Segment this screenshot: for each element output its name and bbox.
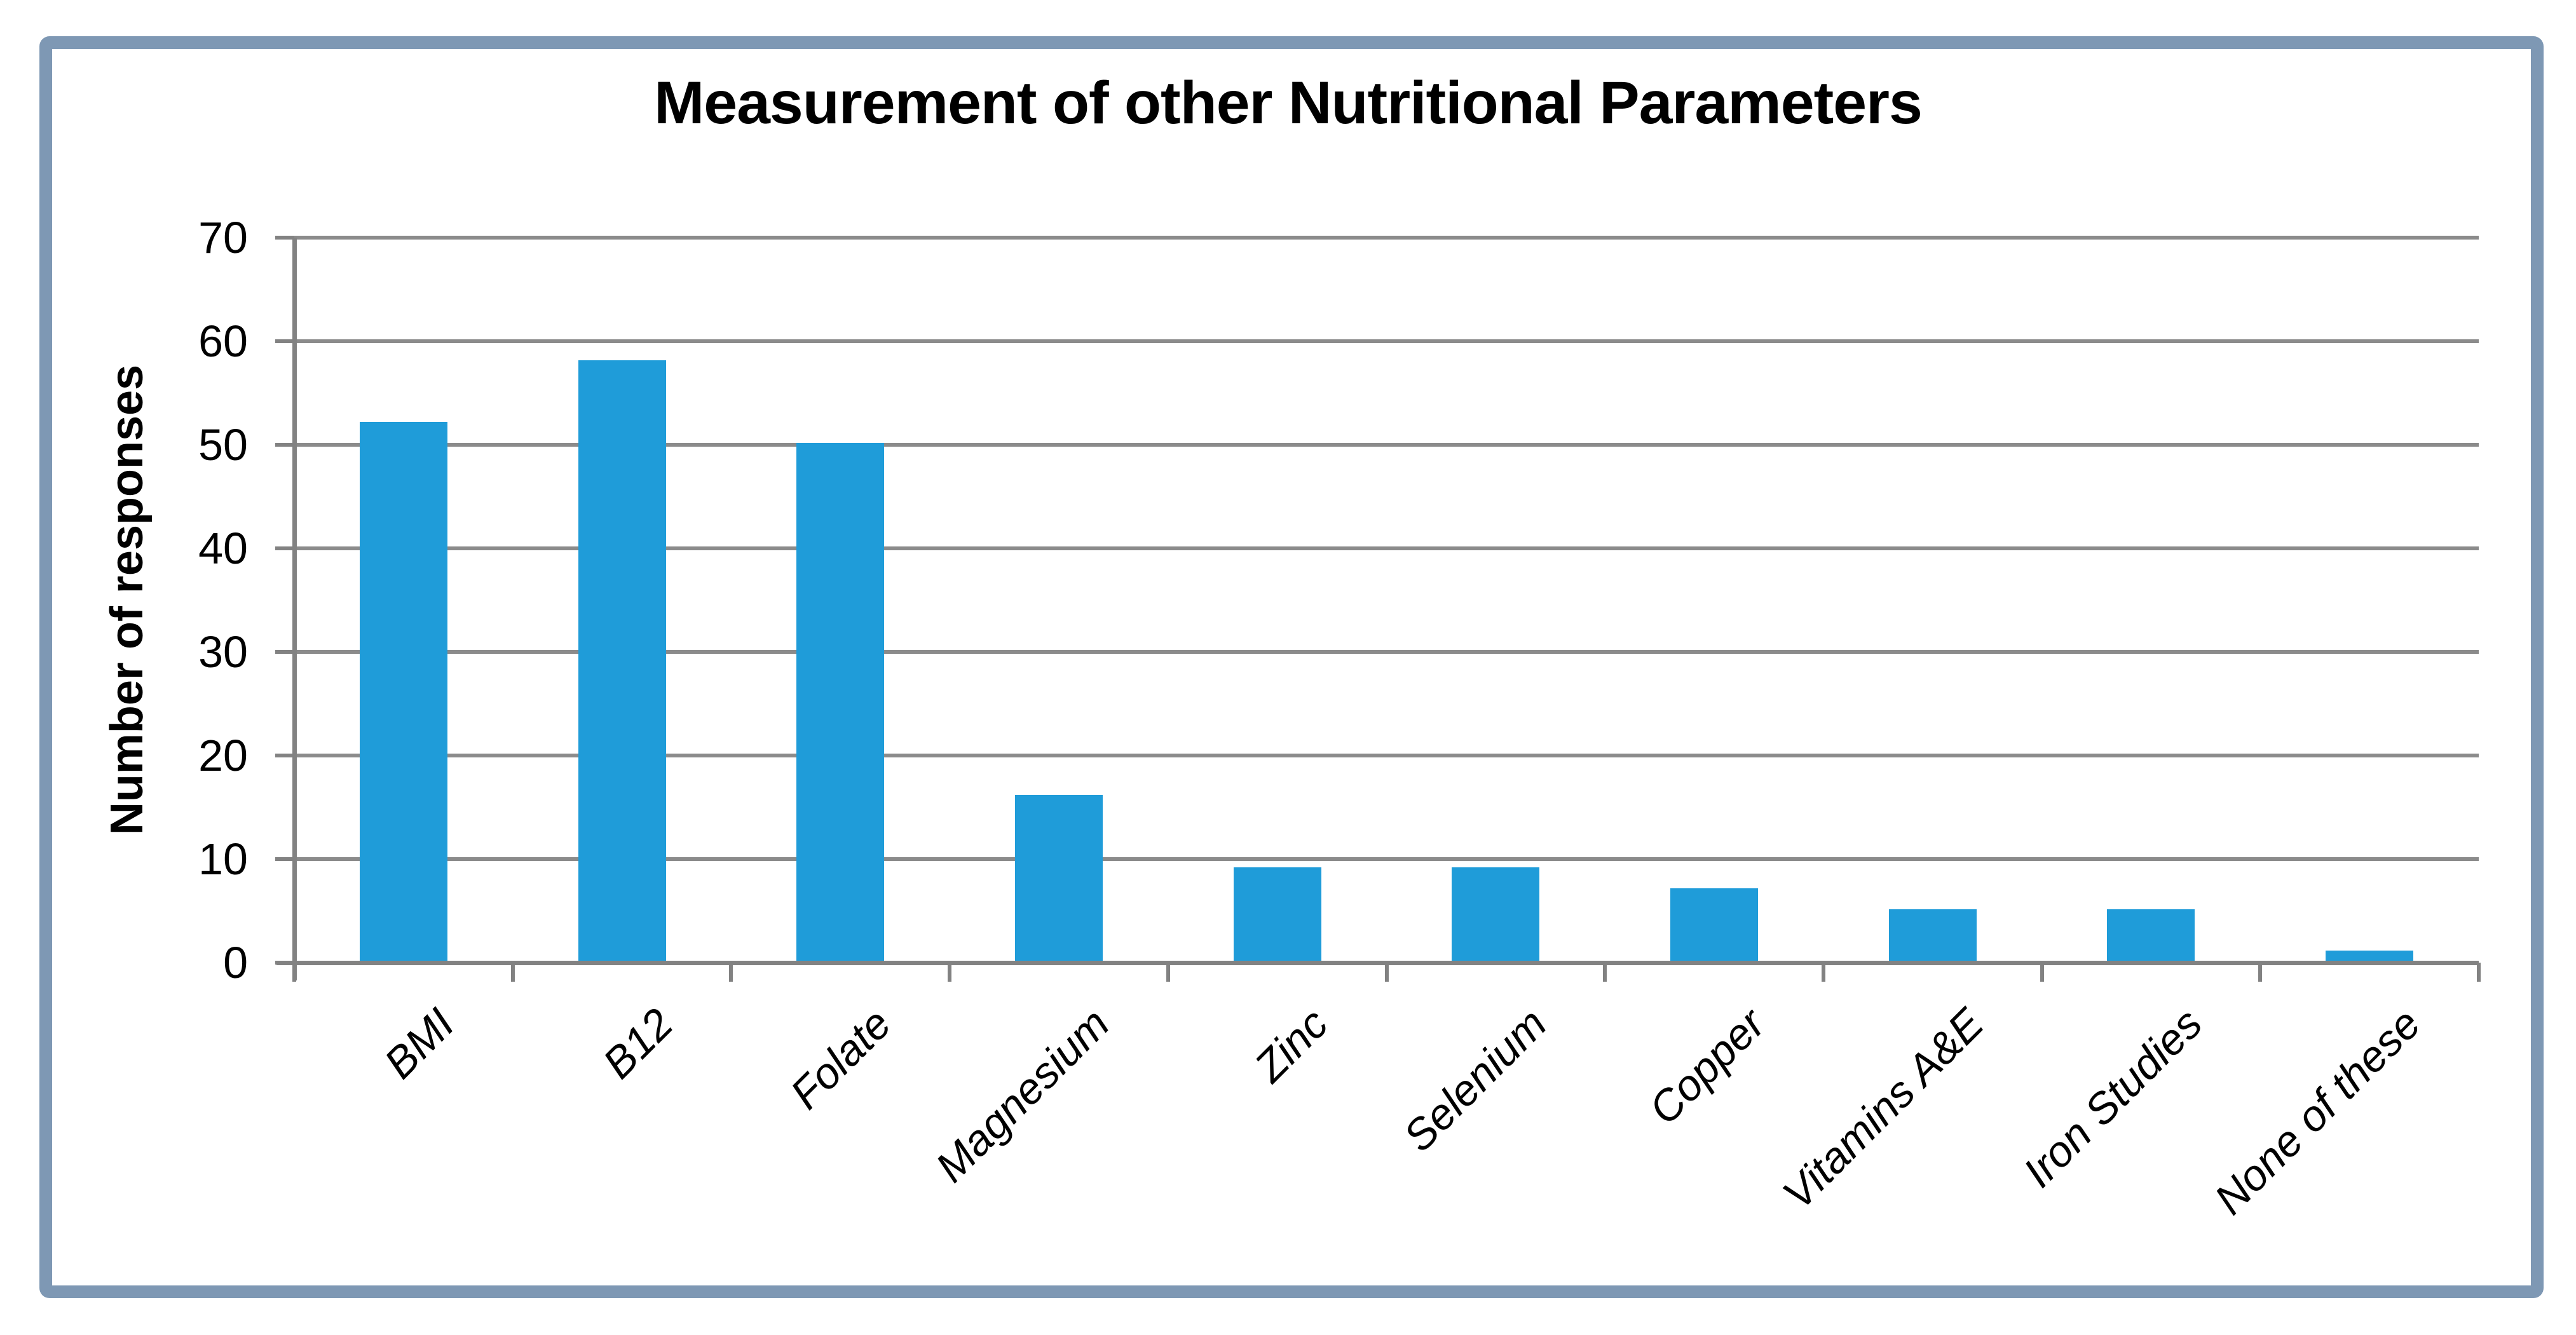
bar-zinc: [1233, 867, 1321, 961]
x-axis-tick: [292, 963, 296, 982]
x-category-label-selenium: Selenium: [1394, 999, 1556, 1161]
bar-vitamins-a-e: [1888, 909, 1977, 961]
y-tick-label: 20: [198, 731, 248, 780]
x-axis-tick: [729, 963, 733, 982]
x-category-label-bmi: BMI: [375, 999, 464, 1088]
y-axis-tick: [275, 857, 294, 861]
x-axis-tick: [1166, 963, 1170, 982]
x-category-label-zinc: Zinc: [1245, 999, 1338, 1092]
y-tick-label: 10: [198, 834, 248, 884]
y-tick-label: 30: [198, 627, 248, 677]
x-axis-tick: [1821, 963, 1825, 982]
x-category-label-none-of-these: None of these: [2205, 999, 2430, 1224]
y-tick-label: 70: [198, 213, 248, 262]
x-category-label-b12: B12: [593, 999, 683, 1088]
x-axis-tick: [2477, 963, 2481, 982]
y-axis-tick: [275, 961, 294, 965]
x-axis-line: [276, 961, 2479, 965]
gridline: [294, 546, 2479, 550]
x-axis-tick: [1384, 963, 1389, 982]
chart-title: Measurement of other Nutritional Paramet…: [654, 69, 1923, 137]
x-axis-tick: [948, 963, 952, 982]
gridline: [294, 236, 2479, 240]
y-tick-label: 60: [198, 316, 248, 366]
bar-selenium: [1452, 867, 1540, 961]
x-axis-tick: [510, 963, 515, 982]
y-axis-tick: [275, 339, 294, 343]
gridline: [294, 857, 2479, 861]
y-axis-line: [292, 238, 297, 980]
bar-b12: [578, 360, 666, 961]
y-tick-label: 50: [198, 420, 248, 470]
x-axis-tick: [1603, 963, 1607, 982]
y-axis-tick: [275, 546, 294, 550]
x-axis-tick: [2040, 963, 2044, 982]
y-axis-tick: [275, 236, 294, 240]
gridline: [294, 443, 2479, 447]
y-tick-label: 40: [198, 524, 248, 573]
gridline: [294, 650, 2479, 654]
y-tick-label: 0: [223, 938, 248, 987]
x-category-label-copper: Copper: [1640, 999, 1775, 1134]
bar-copper: [1670, 888, 1759, 961]
x-category-label-folate: Folate: [781, 999, 901, 1119]
gridline: [294, 339, 2479, 343]
y-axis-tick: [275, 443, 294, 447]
bar-iron-studies: [2107, 909, 2195, 961]
chart-frame-border: [39, 36, 2544, 1298]
x-category-label-iron-studies: Iron Studies: [2014, 999, 2211, 1197]
bar-folate: [796, 443, 885, 961]
x-axis-tick: [2258, 963, 2263, 982]
bar-magnesium: [1014, 795, 1103, 961]
bar-none-of-these: [2326, 950, 2414, 961]
x-category-label-magnesium: Magnesium: [927, 999, 1119, 1191]
gridline: [294, 754, 2479, 757]
y-axis-tick: [275, 754, 294, 757]
x-category-label-vitamins-a-e: Vitamins A&E: [1773, 999, 1993, 1219]
y-axis-tick: [275, 650, 294, 654]
bar-bmi: [359, 422, 447, 961]
